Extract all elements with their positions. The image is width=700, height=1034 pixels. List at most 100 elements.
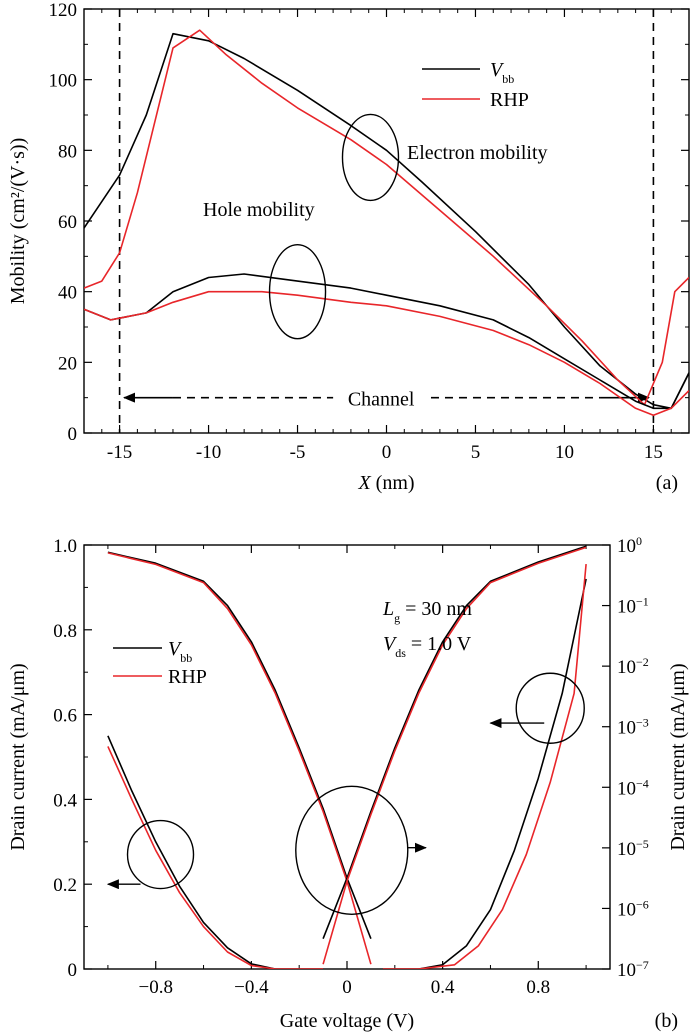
legend-label-vbb: Vbb	[490, 59, 514, 86]
legend-label-rhp-main: RHP	[490, 89, 529, 111]
condition-label-0-main: L	[382, 598, 394, 620]
series-line-hole-rhp	[84, 290, 689, 417]
legend-label-vbb: Vbb	[168, 638, 192, 665]
series-line-p-log-vbb	[107, 551, 372, 939]
series-line-p-log-rhp	[107, 552, 372, 965]
series-line-p-linear-rhp	[107, 746, 324, 969]
x-tick-label-a: 10	[555, 442, 574, 463]
y-tick-label-b: 0.6	[53, 706, 77, 727]
y-tick-right-base: 10	[617, 718, 636, 739]
y-tick-label-a: 120	[49, 0, 78, 21]
x-tick-label-a: -5	[290, 442, 306, 463]
y-tick-right-exp: −6	[636, 897, 649, 911]
x-axis-label-b: Gate voltage (V)	[280, 1010, 414, 1032]
y-tick-label-b: 0.2	[53, 875, 77, 896]
condition-label-1-sub: ds	[395, 646, 406, 660]
hole-mobility-label: Hole mobility	[203, 199, 315, 221]
series-line-p-linear-vbb	[107, 735, 324, 969]
y-tick-right-exp: −7	[636, 958, 649, 972]
y-tick-right-base: 10	[617, 778, 636, 799]
y-tick-right-base: 10	[617, 536, 636, 557]
series-line-electron-rhp	[84, 29, 689, 406]
legend-label-vbb-sub: bb	[180, 651, 192, 665]
y-tick-label-a: 100	[49, 71, 78, 92]
y-tick-right-label-b: 10−7	[617, 958, 649, 981]
y-tick-right-label-b: 100	[617, 534, 642, 557]
left-axis-ellipse-left	[126, 819, 195, 890]
y-tick-label-a: 20	[58, 353, 77, 374]
y-tick-right-base: 10	[617, 597, 636, 618]
y-tick-right-exp: −2	[636, 655, 649, 669]
y-tick-right-exp: −4	[636, 776, 649, 790]
x-tick-label-a: -10	[196, 442, 221, 463]
y-tick-label-b: 0	[68, 960, 78, 981]
panel-b-drain-current: −0.8 −0.4 0 0.4 0.800.20.40.60.81.0 10010−110…	[7, 534, 689, 1032]
electron-mobility-ellipse	[341, 113, 400, 202]
condition-label-1-rest: = 1.0 V	[406, 633, 472, 655]
y-tick-label-a: 40	[58, 283, 77, 304]
series-group-a	[84, 29, 689, 417]
series-line-n-log-rhp	[322, 546, 587, 965]
y-tick-right-label-b: 10−3	[617, 716, 649, 739]
left-axis-ellipse-right	[515, 672, 585, 744]
y-tick-right-base: 10	[617, 899, 636, 920]
panel-a-mobility: -15 -10 -5 0 5 10 15 0 20 40 60 80 100 120 X (nm) Mobil…	[7, 0, 690, 494]
series-group-b	[107, 545, 587, 969]
legend-label-vbb-sub: bb	[502, 72, 514, 86]
hole-mobility-ellipse	[268, 243, 327, 340]
y-tick-right-exp: −1	[636, 595, 649, 609]
electron-mobility-label: Electron mobility	[407, 142, 548, 164]
channel-label: Channel	[348, 389, 415, 411]
x-axis-label-a-var: X	[357, 472, 371, 494]
series-line-hole-vbb	[84, 273, 689, 410]
x-tick-label-b: −0.8	[138, 977, 172, 998]
legend-a: Vbb RHP	[422, 59, 529, 111]
y-tick-label-b: 0.8	[53, 621, 77, 642]
y-tick-label-a: 60	[58, 212, 77, 233]
y-tick-right-label-b: 10−5	[617, 837, 649, 860]
y-tick-label-a: 80	[58, 141, 77, 162]
condition-label-0-sub: g	[394, 611, 400, 625]
x-tick-label-b: 0.4	[431, 977, 455, 998]
plot-frame-a	[83, 8, 690, 434]
legend-label-vbb-main: V	[490, 59, 505, 81]
plot-frame-b	[83, 544, 611, 970]
series-line-n-linear-rhp	[382, 564, 587, 969]
x-tick-label-b: 0.8	[526, 977, 550, 998]
y-tick-right-base: 10	[617, 960, 636, 981]
y-tick-right-label-b: 10−4	[617, 776, 649, 799]
y-tick-right-exp: −5	[636, 837, 649, 851]
y-tick-right-label-b: 10−2	[617, 655, 649, 678]
x-tick-label-a: -15	[107, 442, 132, 463]
series-line-n-log-vbb	[322, 545, 587, 939]
x-tick-label-a: 5	[471, 442, 481, 463]
y-axis-label-right-b: Drain current (mA/μm)	[667, 663, 689, 850]
panel-label-a: (a)	[656, 472, 678, 494]
y-tick-label-b: 1.0	[53, 536, 77, 557]
y-tick-right-exp: 0	[636, 534, 642, 548]
x-tick-label-a: 15	[644, 442, 663, 463]
x-tick-label-b: −0.4	[234, 977, 269, 998]
legend-label-rhp-main: RHP	[168, 666, 207, 688]
legend-label-rhp: RHP	[168, 666, 207, 688]
x-tick-label-b: 0	[342, 977, 352, 998]
right-axis-ellipse-center	[295, 785, 409, 915]
y-tick-right-label-b: 10−6	[617, 897, 649, 920]
condition-label-1: Vds = 1.0 V	[383, 633, 472, 660]
x-axis-label-a-unit: (nm)	[371, 472, 415, 494]
y-axis-label-b: Drain current (mA/μm)	[7, 663, 29, 850]
series-line-electron-vbb	[84, 32, 689, 410]
y-tick-right-exp: −3	[636, 716, 649, 730]
condition-label-0: Lg = 30 nm	[382, 598, 472, 625]
legend-label-rhp: RHP	[490, 89, 529, 111]
y-axis-label-a: Mobility (cm²/(V·s))	[7, 138, 29, 305]
legend-label-vbb-main: V	[168, 638, 183, 660]
condition-label-0-rest: = 30 nm	[400, 598, 472, 620]
x-axis-label-a: X (nm)	[357, 472, 414, 494]
y-tick-right-label-b: 10−1	[617, 595, 649, 618]
condition-label-1-main: V	[383, 633, 398, 655]
y-tick-label-b: 0.4	[53, 790, 77, 811]
x-tick-label-a: 0	[382, 442, 392, 463]
